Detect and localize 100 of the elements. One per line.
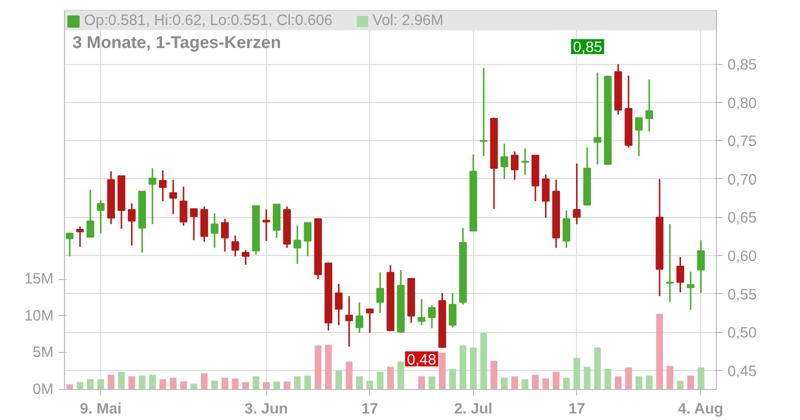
bar (346, 362, 352, 390)
bar (304, 376, 312, 390)
bar (170, 378, 177, 390)
bar (138, 376, 146, 390)
y-tick-label: 0,85 (728, 56, 757, 74)
bar (625, 367, 632, 390)
y-tick-label: 0,60 (728, 248, 757, 266)
annotation: 0,85 (572, 39, 602, 56)
candlestick (562, 210, 570, 249)
candlestick (293, 224, 302, 265)
bar (532, 374, 539, 390)
x-tick-label: 17 (361, 400, 378, 418)
legend-label: Vol: 2.96M (372, 12, 444, 29)
bar (511, 376, 518, 390)
candlestick (96, 200, 105, 234)
bar (687, 376, 694, 390)
candlestick (148, 167, 156, 225)
candlestick (594, 72, 602, 166)
candlestick (128, 202, 136, 246)
bar (87, 379, 94, 390)
y2-tick-label: 0M (32, 381, 54, 398)
bar (314, 345, 322, 390)
bar (180, 381, 187, 390)
candlestick (180, 186, 188, 226)
bar (200, 373, 208, 390)
x-tick-label: 4. Aug (678, 400, 724, 418)
bar (542, 378, 550, 390)
bar (376, 372, 384, 390)
bar (522, 379, 528, 390)
bar (222, 378, 228, 390)
candlestick (190, 208, 198, 241)
legend-label: Op:0.581, Hi:0.62, Lo:0.551, Cl:0.606 (84, 12, 333, 29)
bar (676, 380, 684, 390)
bar (563, 378, 570, 390)
bar (118, 372, 125, 390)
candlestick (76, 226, 84, 248)
bar (418, 376, 425, 390)
candlestick (158, 170, 167, 202)
x-tick-label: 9. Mai (80, 400, 122, 418)
bar (211, 380, 218, 390)
bar (97, 379, 104, 390)
candlestick (304, 222, 312, 258)
candlestick (448, 292, 456, 328)
bar (108, 374, 114, 390)
bar (252, 376, 260, 390)
bar (294, 376, 301, 390)
annotation: 0,48 (407, 351, 436, 368)
y-tick-label: 0,65 (728, 210, 757, 227)
bar (149, 374, 156, 390)
bar (656, 314, 663, 390)
x-tick-label: 2. Jul (454, 400, 492, 418)
bar (584, 366, 590, 390)
candlestick (686, 270, 694, 311)
candlestick (242, 249, 250, 266)
candlestick (210, 212, 218, 249)
bar (242, 382, 249, 390)
bar (397, 362, 404, 390)
candlestick (572, 162, 581, 225)
candlestick (356, 301, 364, 334)
bar (128, 376, 136, 390)
candlestick (169, 178, 178, 215)
y2-tick-label: 5M (32, 344, 54, 362)
candlestick (510, 150, 519, 180)
x-tick-label: 17 (568, 400, 586, 418)
bar (698, 367, 704, 390)
candlestick (345, 295, 353, 348)
y-tick-label: 0,80 (728, 94, 757, 112)
bar (552, 372, 560, 390)
bar (325, 344, 332, 390)
text: 3 Monate, 1-Tages-Kerzen (72, 33, 281, 52)
candlestick (418, 298, 426, 326)
candlestick (221, 218, 229, 252)
candlestick (231, 234, 240, 258)
bar (490, 360, 498, 390)
bar (387, 366, 394, 390)
bar (438, 352, 446, 390)
bar (428, 376, 436, 390)
bar (470, 348, 477, 390)
bar (449, 368, 456, 390)
candlestick (366, 308, 374, 334)
bar (500, 378, 508, 390)
candlestick (66, 232, 74, 258)
candlestick (262, 208, 270, 242)
candlestick (666, 223, 674, 303)
bar (604, 368, 612, 390)
bar (232, 378, 239, 390)
candlestick (697, 239, 705, 294)
bar (335, 370, 342, 390)
bar (666, 366, 674, 390)
candlestick (428, 304, 436, 329)
y-tick-label: 0,75 (728, 133, 757, 150)
bar (76, 382, 84, 390)
bar (190, 384, 198, 390)
y-tick-label: 0,55 (728, 286, 757, 304)
x-tick-label: 3. Jun (244, 400, 288, 418)
bar (366, 380, 374, 390)
bar (480, 332, 488, 390)
bar (460, 345, 466, 390)
candlestick (334, 283, 343, 326)
y-tick-label: 0,70 (728, 171, 757, 188)
